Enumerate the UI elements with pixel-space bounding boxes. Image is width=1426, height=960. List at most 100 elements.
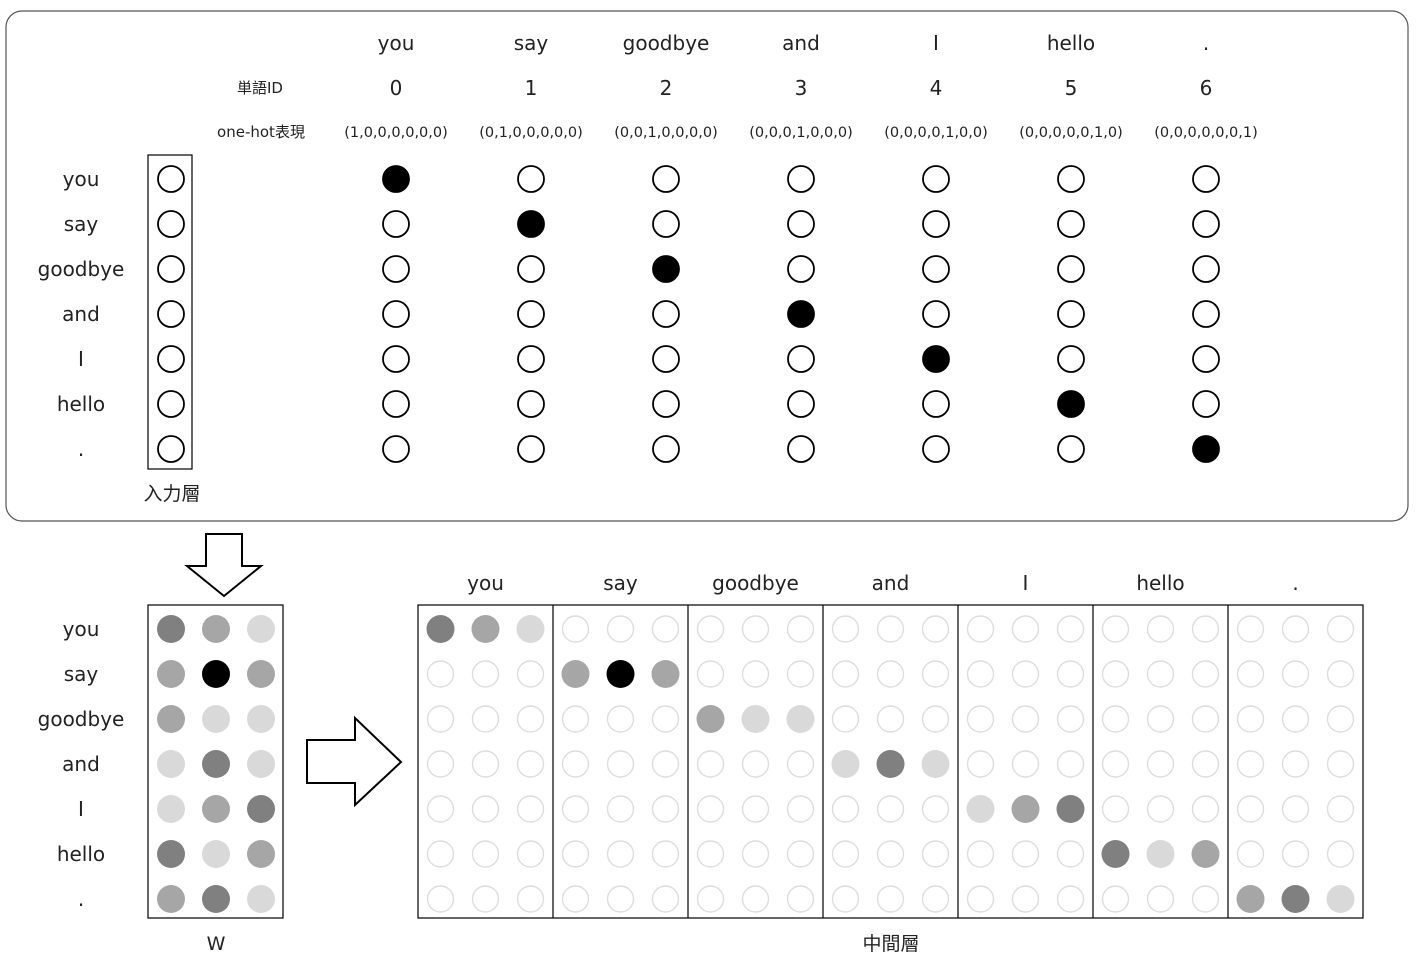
word-id-label: 単語ID bbox=[237, 79, 283, 97]
onehot-cell bbox=[517, 435, 545, 463]
weight-cell bbox=[247, 885, 275, 913]
hidden-neuron bbox=[876, 885, 905, 913]
top-header-word: you bbox=[378, 31, 415, 55]
onehot-cell bbox=[1192, 210, 1220, 238]
hidden-neuron bbox=[876, 795, 905, 823]
onehot-cell bbox=[787, 390, 815, 418]
hidden-neuron bbox=[831, 840, 860, 868]
hidden-neuron bbox=[1281, 750, 1310, 778]
weight-caption: W bbox=[207, 933, 226, 955]
hidden-neuron bbox=[741, 795, 770, 823]
onehot-active-cell bbox=[382, 165, 410, 193]
top-header-onehot: (0,0,0,0,1,0,0) bbox=[884, 125, 988, 141]
hidden-active-neuron bbox=[921, 750, 950, 778]
hidden-neuron bbox=[741, 750, 770, 778]
hidden-neuron bbox=[1326, 795, 1355, 823]
hidden-neuron bbox=[831, 705, 860, 733]
hidden-neuron bbox=[876, 705, 905, 733]
onehot-active-cell bbox=[787, 300, 815, 328]
weight-cell bbox=[202, 705, 230, 733]
input-neuron bbox=[157, 300, 185, 328]
hidden-neuron bbox=[516, 660, 545, 688]
hidden-neuron bbox=[696, 840, 725, 868]
hidden-neuron bbox=[1101, 660, 1130, 688]
onehot-cell bbox=[787, 210, 815, 238]
hidden-neuron bbox=[741, 615, 770, 643]
top-header-onehot: (0,1,0,0,0,0,0) bbox=[479, 125, 583, 141]
onehot-grid bbox=[382, 165, 1220, 463]
hidden-neuron bbox=[426, 660, 455, 688]
input-word-label: hello bbox=[57, 392, 105, 416]
hidden-neuron bbox=[1326, 660, 1355, 688]
hidden-neuron bbox=[651, 705, 680, 733]
hidden-neuron bbox=[516, 750, 545, 778]
hidden-header-word: say bbox=[603, 571, 638, 595]
hidden-neuron bbox=[1191, 705, 1220, 733]
onehot-cell bbox=[382, 390, 410, 418]
hidden-neuron bbox=[1146, 615, 1175, 643]
hidden-neuron bbox=[831, 885, 860, 913]
hidden-header-word: and bbox=[872, 571, 910, 595]
input-word-label: you bbox=[63, 167, 100, 191]
hidden-neuron bbox=[471, 840, 500, 868]
onehot-active-cell bbox=[517, 210, 545, 238]
onehot-cell bbox=[787, 345, 815, 373]
top-header-id: 2 bbox=[660, 76, 673, 100]
onehot-cell bbox=[1192, 390, 1220, 418]
top-header-word: . bbox=[1203, 31, 1209, 55]
hidden-neuron bbox=[876, 840, 905, 868]
hidden-layer-box bbox=[417, 604, 1364, 919]
onehot-cell bbox=[922, 210, 950, 238]
hidden-neuron bbox=[1281, 795, 1310, 823]
hidden-neuron bbox=[426, 840, 455, 868]
top-header-onehot: (0,0,0,0,0,0,1) bbox=[1154, 125, 1258, 141]
hidden-neuron bbox=[786, 840, 815, 868]
input-neuron bbox=[157, 210, 185, 238]
hidden-neuron bbox=[606, 795, 635, 823]
hidden-neuron bbox=[471, 705, 500, 733]
onehot-cell bbox=[1192, 165, 1220, 193]
hidden-active-neuron bbox=[831, 750, 860, 778]
hidden-neuron bbox=[1146, 705, 1175, 733]
hidden-neuron bbox=[921, 660, 950, 688]
hidden-neuron bbox=[1326, 840, 1355, 868]
weight-cell bbox=[157, 840, 185, 868]
weight-matrix-cells bbox=[157, 615, 275, 913]
hidden-active-neuron bbox=[471, 615, 500, 643]
top-header-onehot: (0,0,0,1,0,0,0) bbox=[749, 125, 853, 141]
hidden-neuron bbox=[606, 615, 635, 643]
hidden-neuron bbox=[1011, 750, 1040, 778]
onehot-cell bbox=[1192, 300, 1220, 328]
weight-word-label: . bbox=[78, 887, 84, 911]
onehot-cell bbox=[922, 390, 950, 418]
hidden-neuron bbox=[876, 660, 905, 688]
hidden-header-word: hello bbox=[1136, 571, 1184, 595]
hidden-active-neuron bbox=[696, 705, 725, 733]
hidden-neuron bbox=[561, 795, 590, 823]
hidden-layer-neurons bbox=[426, 615, 1355, 913]
onehot-cell bbox=[382, 345, 410, 373]
hidden-neuron bbox=[831, 795, 860, 823]
hidden-active-neuron bbox=[741, 705, 770, 733]
hidden-neuron bbox=[1101, 795, 1130, 823]
onehot-cell bbox=[382, 255, 410, 283]
top-header-word: I bbox=[933, 31, 939, 55]
hidden-neuron bbox=[1326, 705, 1355, 733]
hidden-neuron bbox=[1056, 660, 1085, 688]
hidden-neuron bbox=[426, 705, 455, 733]
hidden-active-neuron bbox=[1011, 795, 1040, 823]
weight-cell bbox=[157, 705, 185, 733]
hidden-neuron bbox=[1326, 750, 1355, 778]
hidden-neuron bbox=[1011, 840, 1040, 868]
hidden-neuron bbox=[1146, 750, 1175, 778]
onehot-active-cell bbox=[1057, 390, 1085, 418]
weight-word-label: hello bbox=[57, 842, 105, 866]
hidden-active-neuron bbox=[516, 615, 545, 643]
hidden-active-neuron bbox=[606, 660, 635, 688]
hidden-neuron bbox=[471, 885, 500, 913]
hidden-neuron bbox=[1281, 840, 1310, 868]
hidden-neuron bbox=[921, 705, 950, 733]
weight-cell bbox=[157, 660, 185, 688]
